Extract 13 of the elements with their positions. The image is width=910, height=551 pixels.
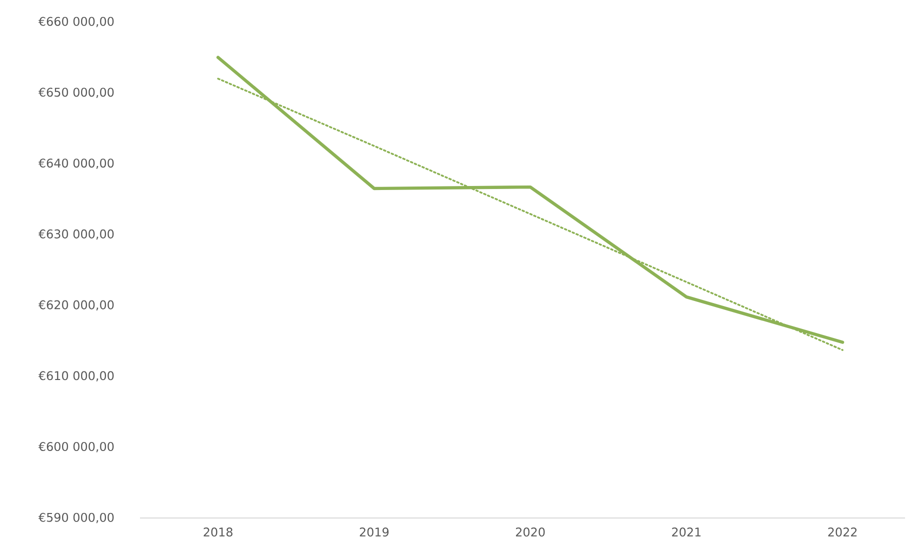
y-tick-label: €630 000,00: [38, 229, 114, 240]
y-tick-label: €640 000,00: [38, 158, 114, 169]
y-tick-label: €610 000,00: [38, 371, 114, 382]
x-tick-label: 2019: [360, 528, 389, 537]
x-tick-label: 2021: [672, 528, 701, 537]
y-tick-label: €620 000,00: [38, 300, 114, 311]
y-tick-label: €600 000,00: [38, 442, 114, 452]
y-tick-label: €650 000,00: [38, 88, 114, 98]
y-tick-label: €590 000,00: [38, 512, 114, 524]
y-tick-label: €660 000,00: [38, 16, 114, 28]
x-tick-label: 2022: [828, 528, 857, 537]
x-tick-label: 2018: [204, 528, 232, 537]
x-tick-label: 2020: [516, 528, 545, 537]
